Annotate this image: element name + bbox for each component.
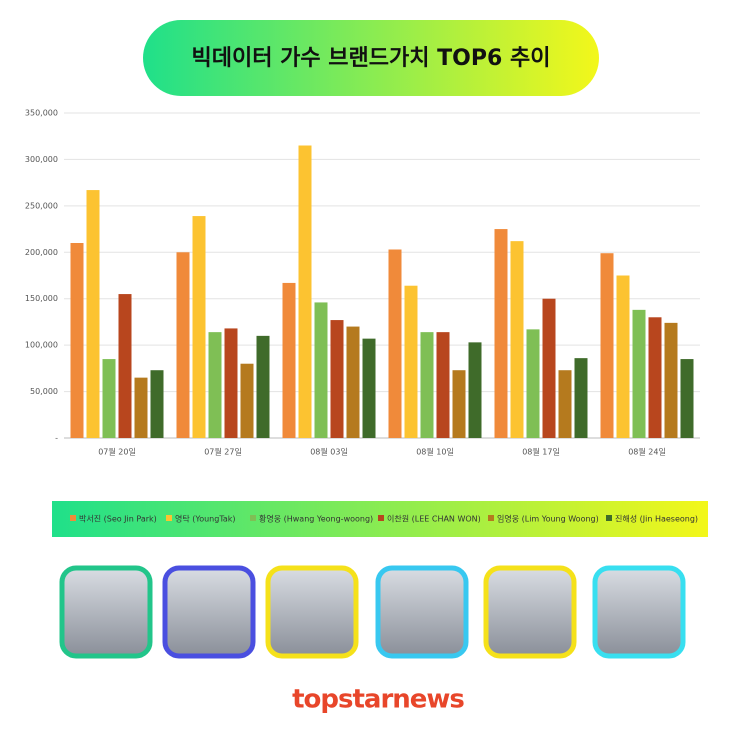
legend-label: 황영웅 (Hwang Yeong-woong) <box>259 514 373 524</box>
bar <box>680 359 694 438</box>
bar <box>176 252 190 438</box>
photo <box>265 565 359 659</box>
legend-swatch <box>166 515 172 521</box>
bar <box>102 359 116 438</box>
bar <box>362 338 376 438</box>
photo <box>592 565 686 659</box>
bar <box>510 241 524 438</box>
photo <box>59 565 153 659</box>
legend-label: 진해성 (Jin Haeseong) <box>615 514 698 524</box>
bar <box>526 329 540 438</box>
y-tick-label: 150,000 <box>25 294 58 303</box>
legend-swatch <box>606 515 612 521</box>
legend-swatch <box>70 515 76 521</box>
x-tick-label: 07월 20일 <box>98 447 136 457</box>
bar <box>436 332 450 438</box>
legend-label: 영탁 (YoungTak) <box>175 514 236 524</box>
bar <box>420 332 434 438</box>
bar <box>388 249 402 438</box>
chart-title: 빅데이터 가수 브랜드가치 TOP6 추이 <box>192 46 551 71</box>
bar <box>314 302 328 438</box>
bar <box>70 243 84 438</box>
bar <box>224 328 238 438</box>
bar <box>468 342 482 438</box>
y-tick-label: 100,000 <box>25 341 58 350</box>
y-tick-label: 350,000 <box>25 109 58 118</box>
bar <box>256 335 270 438</box>
x-tick-label: 08월 17일 <box>522 447 560 457</box>
bar <box>118 294 132 438</box>
bar <box>574 358 588 438</box>
bar <box>240 363 254 438</box>
logo: topstarnews <box>292 685 464 715</box>
photos <box>59 565 686 659</box>
bar <box>208 332 222 438</box>
legend-swatch <box>250 515 256 521</box>
bar <box>494 229 508 438</box>
bar <box>452 370 466 438</box>
legend-swatch <box>378 515 384 521</box>
y-tick-label: 250,000 <box>25 201 58 210</box>
bar <box>150 370 164 438</box>
legend-label: 이찬원 (LEE CHAN WON) <box>387 514 481 524</box>
bar <box>298 145 312 438</box>
x-tick-label: 08월 03일 <box>310 447 348 457</box>
y-tick-label: 50,000 <box>30 387 58 396</box>
bar <box>600 253 614 438</box>
bar <box>404 285 418 438</box>
bar <box>648 317 662 438</box>
bar <box>134 377 148 438</box>
y-tick-label: 200,000 <box>25 248 58 257</box>
bar <box>346 326 360 438</box>
photo <box>375 565 469 659</box>
x-tick-label: 08월 24일 <box>628 447 666 457</box>
y-tick-label: 300,000 <box>25 155 58 164</box>
bar <box>632 309 646 438</box>
bar <box>86 190 100 438</box>
bar <box>192 216 206 438</box>
x-tick-label: 07월 27일 <box>204 447 242 457</box>
legend-label: 임영웅 (Lim Young Woong) <box>497 514 599 524</box>
y-tick-label: - <box>55 434 58 443</box>
bar <box>542 298 556 438</box>
legend-swatch <box>488 515 494 521</box>
photo <box>483 565 577 659</box>
bar <box>330 320 344 438</box>
bar <box>664 322 678 438</box>
legend-label: 박서진 (Seo Jin Park) <box>79 514 157 524</box>
title-pill <box>143 20 599 96</box>
photo <box>162 565 256 659</box>
x-tick-label: 08월 10일 <box>416 447 454 457</box>
bar <box>282 282 296 438</box>
bar <box>616 275 630 438</box>
bar <box>558 370 572 438</box>
